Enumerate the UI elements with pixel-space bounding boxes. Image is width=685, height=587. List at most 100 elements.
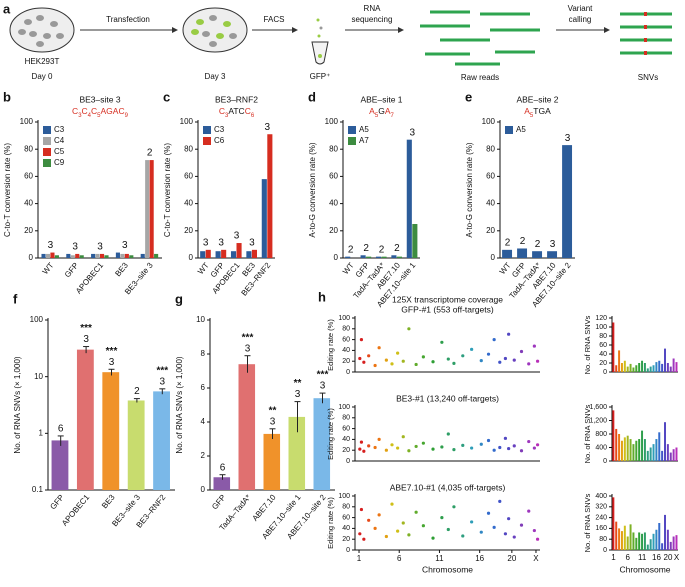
bar (54, 255, 59, 258)
point (519, 349, 524, 354)
bar (230, 251, 237, 258)
y-tick-label: 80 (342, 326, 350, 333)
y-tick-label: 2 (201, 451, 206, 460)
bar (626, 366, 629, 372)
arrowhead (604, 27, 610, 33)
y-tick-label: 60 (599, 342, 607, 349)
point (384, 448, 388, 452)
bar (675, 447, 678, 461)
n-label: 3 (83, 334, 89, 345)
y-tick-label: 60 (342, 336, 350, 343)
y-tick-label: 80 (599, 536, 607, 543)
bar (238, 364, 256, 490)
point (407, 327, 411, 331)
bar (643, 439, 646, 461)
bar (620, 363, 623, 372)
y-axis-label: No. of RNA SNVs (583, 493, 592, 552)
y-tick-label: 240 (595, 514, 607, 521)
point (367, 518, 371, 522)
drop (319, 26, 323, 30)
point (359, 440, 364, 444)
y-tick-label: 0 (603, 547, 607, 554)
y-tick-label: 8 (201, 349, 206, 358)
point (507, 517, 511, 521)
y-tick-label: 100 (338, 315, 350, 322)
y-tick-label: 0 (29, 253, 34, 262)
point (498, 499, 502, 503)
arrowhead (172, 27, 178, 33)
point (492, 525, 496, 529)
bar (70, 255, 75, 258)
y-tick-label: 20 (342, 358, 350, 365)
bar (632, 444, 635, 461)
y-axis-label: Editing rate (%) (326, 319, 335, 371)
drop (318, 54, 322, 58)
panel-label: b (3, 89, 11, 104)
bar (669, 452, 672, 461)
panel-label: c (163, 89, 170, 104)
point (498, 360, 502, 364)
bar (658, 360, 661, 372)
x-tick-label: BE3 (113, 260, 130, 278)
point (390, 362, 394, 366)
n-label: 2 (134, 386, 140, 397)
y-tick-label: 0 (491, 253, 496, 262)
point (452, 448, 456, 452)
point (527, 509, 531, 513)
bar (79, 255, 84, 258)
y-axis-label: No. of RNA SNVs (× 1,000) (13, 356, 22, 453)
x-tick-label: 6 (397, 554, 402, 563)
bar (635, 440, 638, 461)
bar (288, 416, 306, 490)
subtitle-sub: 5 (530, 113, 534, 119)
bar (632, 367, 635, 372)
point (512, 535, 516, 539)
bar (612, 410, 615, 461)
point (492, 448, 496, 452)
bar (261, 179, 267, 258)
bar (655, 362, 658, 372)
y-tick-label: 60 (342, 514, 350, 521)
bar (618, 434, 621, 461)
y-tick-label: 80 (184, 144, 193, 153)
n-label: 2 (379, 244, 385, 255)
y-tick-label: 10 (34, 372, 43, 381)
point (358, 532, 362, 536)
legend-label: C3 (54, 125, 65, 134)
point (446, 527, 450, 532)
legend-swatch (43, 159, 51, 167)
bar (215, 251, 221, 258)
legend-swatch (43, 126, 51, 134)
point (507, 446, 511, 451)
bar (391, 255, 397, 258)
legend-label: A5 (359, 125, 369, 134)
y-tick-label: 20 (342, 447, 350, 454)
legend-label: A5 (516, 125, 526, 134)
bar (641, 533, 644, 550)
point (359, 338, 364, 342)
point (470, 347, 474, 351)
bar (664, 422, 666, 461)
point (431, 447, 435, 451)
y-tick-label: 40 (24, 199, 33, 208)
label: GFP⁺ (310, 72, 331, 81)
panel-label: g (175, 291, 183, 306)
n-label: 2 (147, 148, 153, 159)
bar (91, 253, 96, 258)
point (431, 536, 435, 540)
y-axis-label: No. of RNA SNVs (583, 404, 592, 463)
bar (649, 539, 652, 550)
bar (643, 532, 646, 550)
point (512, 444, 516, 448)
point (519, 523, 524, 527)
n-label: 3 (550, 239, 556, 250)
y-tick-label: 60 (329, 172, 338, 181)
bar (263, 433, 281, 490)
bar (45, 253, 51, 258)
legend-label: A7 (359, 136, 369, 145)
bar (664, 348, 666, 372)
subtitle: C3C4C5AGAC9 (72, 106, 129, 118)
y-tick-label: 0 (189, 253, 194, 262)
bar (661, 363, 664, 372)
